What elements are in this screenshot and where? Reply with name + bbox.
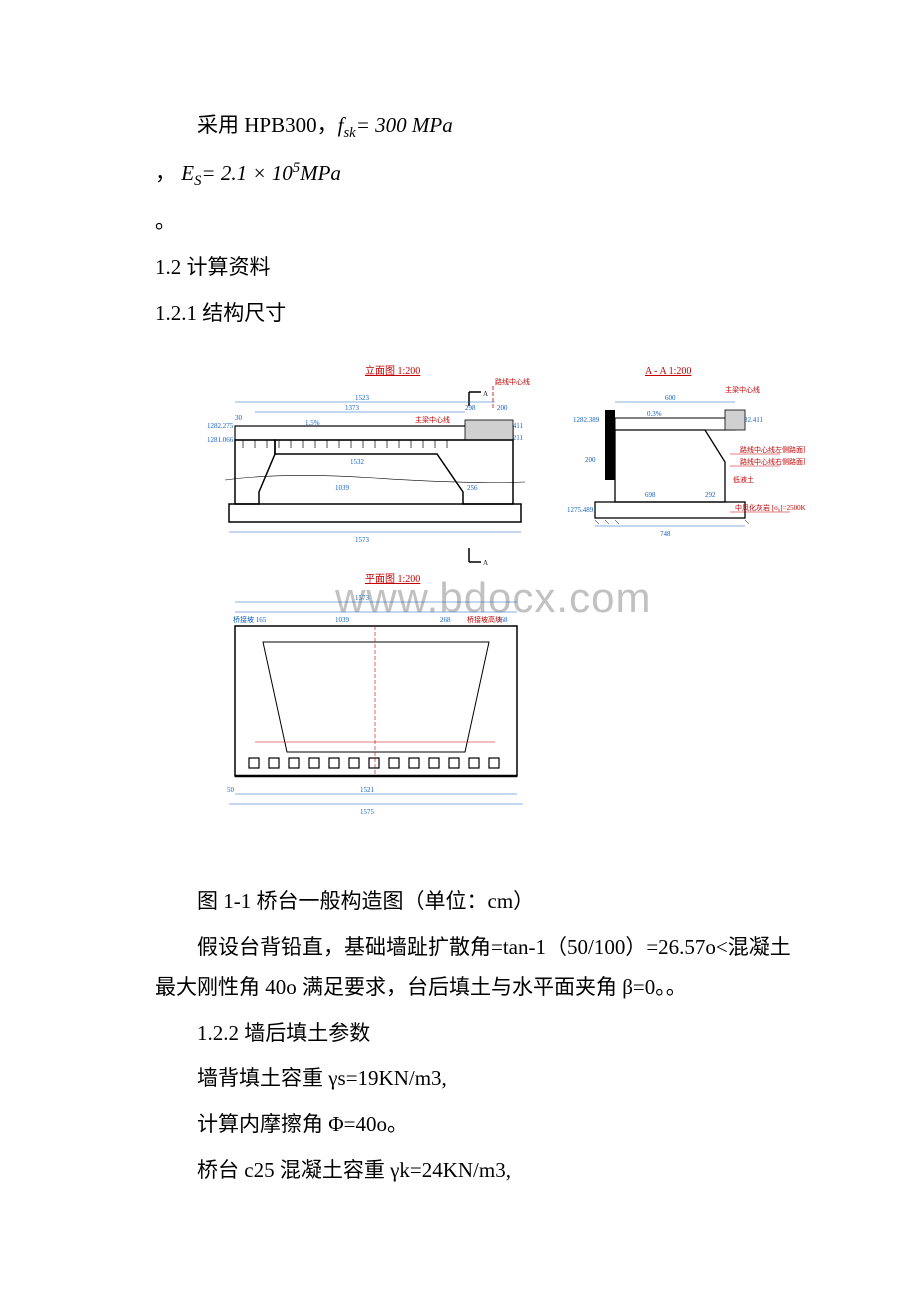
structure-diagram-svg: 立面图 1:200 路线中心线 A 1523 1373 30 29 [205, 352, 805, 872]
text-hpb300-prefix: 采用 HPB300， [197, 113, 338, 137]
plan-1039: 1039 [335, 616, 350, 624]
plan-268: 268 [440, 616, 451, 624]
sec-bot-lvl: 1275.489 [567, 506, 594, 514]
heading-1-2: 1.2 计算资料 [155, 248, 810, 288]
figure-caption: 图 1-1 桥台一般构造图（单位：cm） [155, 882, 810, 922]
dim-200: 200 [497, 404, 508, 412]
plan-50: 50 [227, 786, 235, 794]
para-assumption: 假设台背铅直，基础墙趾扩散角=tan-1（50/100）=26.57o<混凝土最… [155, 928, 810, 1008]
line-es: ， ES= 2.1 × 105MPa [155, 154, 810, 196]
svg-text:A: A [483, 390, 488, 398]
exp-5: 5 [293, 160, 300, 176]
beam-label: 主梁中心线 [415, 415, 450, 424]
comma-1: ， [155, 161, 176, 185]
para-gamma-k: 桥台 c25 混凝土容重 γk=24KN/m3, [155, 1151, 810, 1191]
heading-1-2-2: 1.2.2 墙后填土参数 [155, 1014, 810, 1054]
para-phi: 计算内摩擦角 Φ=40o。 [155, 1105, 810, 1145]
sec-left-h: 200 [585, 456, 596, 464]
sec-698: 698 [645, 491, 656, 499]
lvl-1282-275: 1282.275 [207, 422, 234, 430]
sec-dim-600: 600 [665, 394, 676, 402]
section-title: A - A 1:200 [645, 366, 691, 377]
eq-es-rhs: = 2.1 × 10 [201, 161, 292, 185]
line-hpb300: 采用 HPB300，fsk= 300 MPa [155, 106, 810, 148]
sec-note2: 路线中心线右侧路面顶面 [740, 457, 805, 466]
plan-1521: 1521 [360, 786, 375, 794]
svg-text:A: A [483, 559, 488, 567]
elev-path-label: 路线中心线 [495, 377, 530, 386]
sec-lvl-l: 1282.389 [573, 416, 600, 424]
document-page: 采用 HPB300，fsk= 300 MPa ， ES= 2.1 × 105MP… [0, 0, 920, 1277]
sec-748: 748 [660, 530, 671, 538]
figure-1-1: 立面图 1:200 路线中心线 A 1523 1373 30 29 [155, 352, 810, 872]
sec-note1: 路线中心线左侧路面顶面 [740, 445, 805, 454]
para-gamma-s: 墙背填土容重 γs=19KN/m3, [155, 1059, 810, 1099]
var-es: E [181, 161, 194, 185]
plan-left-label: 桥接坡 165 [233, 615, 267, 624]
heading-1-2-1: 1.2.1 结构尺寸 [155, 294, 810, 334]
eq-fsk-rhs: = 300 MPa [356, 113, 453, 137]
period: 。 [155, 209, 176, 233]
plan-368: 368 [497, 616, 508, 624]
sub-sk: sk [343, 125, 355, 141]
sec-soil: 低液土 [733, 475, 754, 484]
dim-1532: 1532 [350, 458, 365, 466]
sec-292: 292 [705, 491, 716, 499]
lvl-1281-066: 1281.066 [207, 436, 234, 444]
plan-title: 平面图 1:200 [365, 573, 420, 585]
plan-1575: 1575 [360, 808, 375, 816]
a-marker-bottom: A [469, 548, 488, 567]
elev-title: 立面图 1:200 [365, 364, 420, 377]
sec-note3: 中风化灰岩 [σ₀]=2500KPa [735, 503, 805, 512]
dim-256: 256 [467, 484, 478, 492]
dim-30: 30 [235, 414, 243, 422]
dim-1523: 1523 [355, 394, 370, 402]
unit-mpa: MPa [300, 161, 341, 185]
plan-1573: 1573 [355, 594, 370, 602]
sec-beam-label: 主梁中心线 [725, 385, 760, 394]
dim-1039: 1039 [335, 484, 350, 492]
dim-1573b: 1573 [355, 536, 370, 544]
sec-slope: 0.3% [647, 410, 662, 418]
line-period: 。 [155, 202, 810, 242]
dim-298: 298 [465, 404, 476, 412]
dim-1373: 1373 [345, 404, 360, 412]
